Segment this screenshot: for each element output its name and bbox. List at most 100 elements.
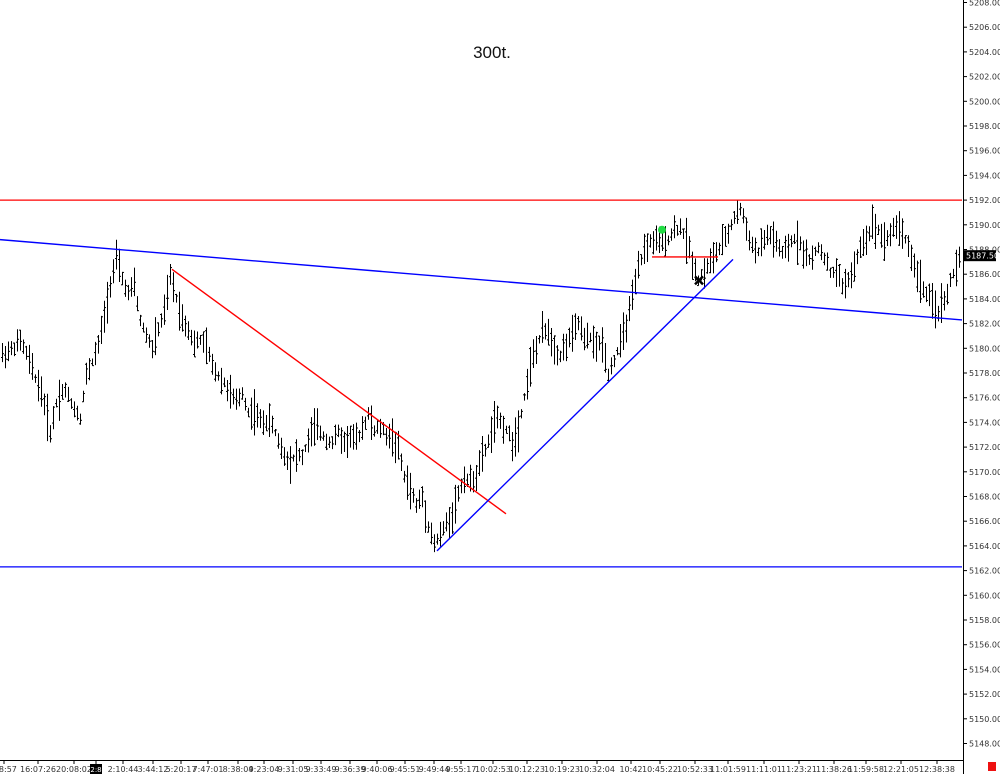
ohlc-bar bbox=[712, 242, 715, 274]
ohlc-bar bbox=[421, 486, 424, 508]
price-tick-label: 5202.00 bbox=[969, 73, 1000, 82]
exit-x-marker bbox=[694, 275, 704, 286]
ohlc-bar bbox=[55, 398, 58, 408]
time-tick-label: 2:10:44 bbox=[108, 765, 139, 774]
ohlc-bar bbox=[88, 358, 91, 381]
ohlc-bar bbox=[52, 406, 55, 430]
price-axis[interactable]: 5148.00 5150.00 5152.00 5154.00 5156.00 5158.… bbox=[963, 0, 1000, 774]
ohlc-bar bbox=[493, 400, 496, 443]
ohlc-bar bbox=[775, 230, 778, 252]
ohlc-bar bbox=[514, 417, 517, 457]
ohlc-bar bbox=[322, 431, 325, 441]
ohlc-bar bbox=[784, 235, 787, 259]
ohlc-bar bbox=[523, 393, 526, 401]
ohlc-bar bbox=[352, 424, 355, 450]
ohlc-bar bbox=[13, 342, 16, 357]
ohlc-bar bbox=[940, 283, 943, 324]
ohlc-bar bbox=[82, 390, 85, 403]
price-tick-label: 5180.00 bbox=[969, 344, 1000, 353]
ohlc-bar bbox=[760, 228, 763, 257]
ohlc-bar bbox=[19, 329, 22, 351]
ohlc-bar bbox=[859, 236, 862, 258]
ohlc-bar bbox=[298, 447, 301, 462]
ohlc-bar bbox=[286, 451, 289, 470]
ohlc-bar bbox=[103, 300, 106, 333]
ohlc-bar bbox=[532, 339, 535, 369]
ohlc-bar bbox=[91, 358, 94, 367]
ohlc-bar bbox=[307, 428, 310, 453]
ohlc-bar bbox=[499, 412, 502, 429]
ohlc-bar bbox=[652, 231, 655, 255]
ohlc-bar bbox=[670, 228, 673, 241]
price-tick-label: 5152.00 bbox=[969, 690, 1000, 699]
ohlc-bar bbox=[244, 397, 247, 411]
ohlc-bar bbox=[673, 215, 676, 239]
ohlc-bar bbox=[649, 234, 652, 248]
ohlc-bar bbox=[535, 336, 538, 364]
ohlc-bar bbox=[142, 322, 145, 333]
ohlc-bar bbox=[655, 225, 658, 251]
time-tick-label: 9:23:04 bbox=[249, 765, 280, 774]
ohlc-bar bbox=[241, 387, 244, 400]
ohlc-bar bbox=[943, 291, 946, 311]
price-tick-label: 5208.00 bbox=[969, 0, 1000, 8]
trendline[interactable] bbox=[171, 268, 507, 515]
ohlc-bar bbox=[196, 331, 199, 349]
last-price-label: 5187.50 bbox=[966, 252, 999, 261]
ohlc-bar bbox=[763, 230, 766, 250]
time-tick-label: 7:47:01 bbox=[193, 765, 224, 774]
ohlc-bar bbox=[334, 424, 337, 446]
ohlc-bar bbox=[766, 224, 769, 246]
ohlc-bar bbox=[217, 371, 220, 381]
ohlc-bar bbox=[346, 426, 349, 458]
ohlc-bar bbox=[679, 218, 682, 235]
ohlc-bar bbox=[517, 410, 520, 453]
ohlc-bar bbox=[757, 247, 760, 257]
ohlc-bar bbox=[67, 386, 70, 402]
ohlc-bar bbox=[292, 454, 295, 462]
price-tick-label: 5182.00 bbox=[969, 320, 1000, 329]
ohlc-bar bbox=[895, 215, 898, 239]
time-tick-label: 12:38:38 bbox=[919, 765, 955, 774]
ohlc-bar bbox=[817, 242, 820, 254]
trendline[interactable] bbox=[436, 258, 734, 552]
time-tick-label: 10:02:53 bbox=[475, 765, 511, 774]
ohlc-bar bbox=[202, 331, 205, 353]
ohlc-bar bbox=[64, 382, 67, 398]
ohlc-bar bbox=[76, 405, 79, 421]
ohlc-bar bbox=[205, 327, 208, 365]
ohlc-bar bbox=[310, 417, 313, 447]
ohlc-bar bbox=[85, 362, 88, 385]
status-square-icon[interactable] bbox=[988, 762, 996, 771]
ohlc-bar bbox=[778, 239, 781, 257]
ohlc-bar bbox=[511, 431, 514, 462]
ohlc-bar bbox=[265, 414, 268, 432]
ohlc-bar bbox=[667, 235, 670, 246]
drawn-lines[interactable] bbox=[0, 199, 963, 568]
ohlc-bar bbox=[592, 325, 595, 359]
ohlc-bar bbox=[487, 434, 490, 448]
time-tick-label: 10:45:22 bbox=[642, 765, 678, 774]
time-tick-label: 12:21:05 bbox=[883, 765, 919, 774]
ohlc-bar bbox=[529, 346, 532, 387]
ohlc-bar bbox=[430, 522, 433, 545]
trendline[interactable] bbox=[0, 238, 963, 321]
ohlc-bar bbox=[721, 224, 724, 256]
ohlc-bar bbox=[802, 240, 805, 269]
ohlc-bar bbox=[433, 534, 436, 553]
ohlc-bar bbox=[364, 416, 367, 430]
price-tick-label: 5164.00 bbox=[969, 542, 1000, 551]
ohlc-bar bbox=[4, 346, 7, 369]
ohlc-bar bbox=[823, 252, 826, 266]
ohlc-bar bbox=[148, 334, 151, 348]
ohlc-bar bbox=[676, 224, 679, 236]
time-tick-label: 10:19:23 bbox=[544, 765, 580, 774]
ohlc-bar bbox=[508, 425, 511, 442]
ohlc-bar bbox=[745, 217, 748, 241]
ohlc-bar bbox=[115, 239, 118, 270]
ohlc-bar bbox=[571, 314, 574, 352]
time-tick-label: 20:08:02 bbox=[56, 765, 92, 774]
